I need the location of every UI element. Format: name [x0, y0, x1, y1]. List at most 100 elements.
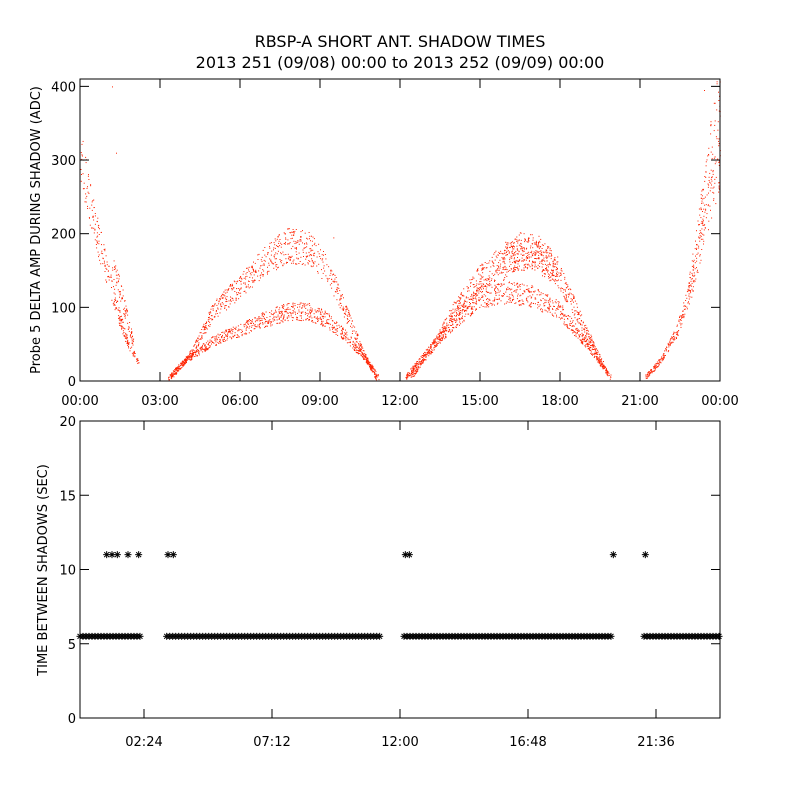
amplitude-point	[512, 245, 514, 247]
amplitude-point	[216, 335, 218, 337]
amplitude-point	[565, 298, 567, 300]
amplitude-point	[288, 316, 290, 318]
amplitude-point	[706, 194, 708, 196]
amplitude-point	[523, 284, 525, 286]
amplitude-point	[96, 236, 98, 238]
amplitude-point	[307, 303, 309, 305]
amplitude-point	[562, 309, 564, 311]
amplitude-point	[169, 375, 171, 377]
amplitude-point	[432, 343, 434, 345]
amplitude-point	[349, 345, 351, 347]
amplitude-point	[407, 374, 409, 376]
amplitude-point	[375, 374, 377, 376]
amplitude-band-3	[171, 228, 377, 381]
amplitude-point	[308, 303, 310, 304]
amplitude-point	[268, 270, 270, 272]
amplitude-point	[520, 247, 522, 249]
amplitude-point	[679, 315, 681, 317]
amplitude-point	[175, 370, 177, 372]
amplitude-point	[473, 294, 475, 296]
amplitude-point	[439, 340, 441, 342]
amplitude-point	[407, 372, 409, 374]
amplitude-point	[463, 303, 465, 305]
amplitude-point	[450, 313, 452, 315]
amplitude-point	[192, 356, 194, 358]
amplitude-point	[131, 336, 133, 338]
amplitude-point	[560, 272, 562, 274]
interval-x-tick-label: 21:36	[637, 735, 674, 750]
amplitude-point	[97, 225, 99, 227]
amplitude-point	[297, 304, 299, 305]
amplitude-point	[580, 342, 582, 344]
amplitude-point	[133, 350, 135, 352]
amplitude-point	[704, 211, 706, 213]
amplitude-point	[714, 178, 716, 180]
amplitude-point	[445, 334, 447, 335]
amplitude-point	[232, 299, 234, 301]
amplitude-point	[235, 328, 237, 330]
amplitude-point	[460, 292, 462, 294]
amplitude-point	[279, 322, 281, 324]
amplitude-point	[517, 242, 519, 244]
amplitude-point	[284, 311, 286, 313]
amplitude-point	[287, 309, 289, 310]
amplitude-point	[310, 254, 312, 256]
amplitude-point	[716, 83, 718, 85]
amplitude-point	[512, 296, 514, 298]
amplitude-point	[497, 288, 499, 290]
amplitude-point	[527, 290, 529, 292]
amplitude-point	[96, 221, 98, 223]
amplitude-point	[541, 260, 543, 262]
amplitude-point	[691, 272, 693, 274]
amplitude-point	[240, 332, 242, 333]
amplitude-point	[375, 378, 377, 380]
amplitude-point	[481, 288, 483, 290]
amplitude-point	[328, 313, 330, 315]
amplitude-point	[204, 349, 206, 351]
amplitude-point	[707, 204, 709, 206]
amplitude-band-5	[410, 237, 609, 378]
amplitude-point	[371, 369, 373, 371]
amplitude-point	[234, 291, 236, 292]
amplitude-point	[175, 373, 177, 375]
amplitude-point	[282, 313, 283, 315]
amplitude-point	[583, 336, 585, 338]
amplitude-point	[452, 321, 454, 323]
amplitude-point	[701, 249, 703, 250]
amplitude-point	[93, 219, 95, 221]
amplitude-point	[436, 343, 438, 345]
amplitude-point	[557, 308, 559, 310]
amplitude-point	[236, 337, 237, 338]
amplitude-point	[289, 260, 291, 261]
amplitude-point	[547, 269, 549, 271]
amplitude-point	[558, 301, 560, 303]
amplitude-outlier-point	[333, 237, 335, 239]
amplitude-point	[126, 309, 128, 311]
amplitude-point	[189, 356, 190, 358]
amplitude-point	[114, 266, 116, 268]
amplitude-point	[442, 326, 444, 328]
amplitude-point	[514, 261, 516, 263]
amplitude-point	[174, 369, 176, 371]
amplitude-point	[571, 317, 573, 319]
amplitude-point	[503, 258, 505, 260]
amplitude-point	[116, 300, 118, 302]
amplitude-point	[334, 326, 335, 328]
amplitude-point	[429, 352, 431, 353]
amplitude-point	[302, 305, 304, 307]
amplitude-point	[556, 266, 558, 268]
amplitude-point	[225, 292, 227, 294]
amplitude-point	[516, 298, 518, 300]
amplitude-point	[199, 338, 201, 340]
amplitude-point	[586, 327, 588, 329]
amplitude-point	[517, 286, 519, 288]
amplitude-point	[182, 363, 184, 365]
amplitude-point	[81, 158, 83, 160]
amplitude-point	[119, 316, 121, 318]
amplitude-point	[251, 272, 253, 274]
amplitude-point	[510, 268, 512, 270]
amplitude-point	[278, 240, 280, 242]
amplitude-point	[355, 331, 357, 333]
amplitude-point	[714, 163, 716, 165]
amplitude-plot-frame	[79, 78, 721, 382]
